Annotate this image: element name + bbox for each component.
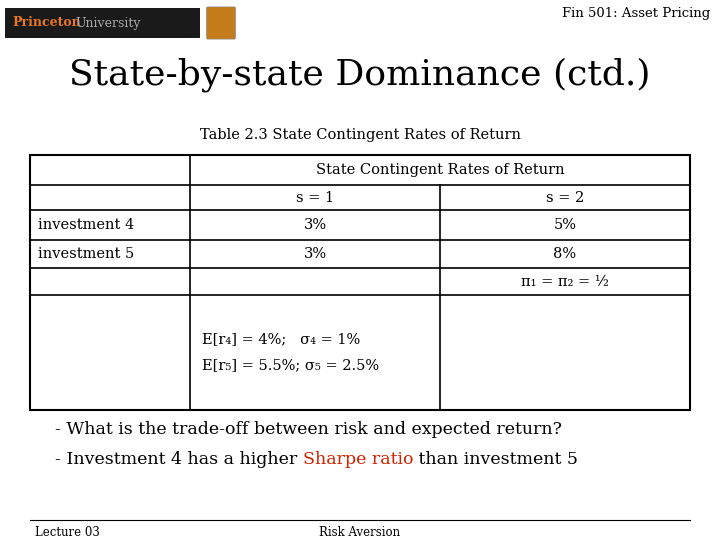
Text: investment 4: investment 4 — [38, 218, 134, 232]
Text: investment 5: investment 5 — [38, 247, 134, 261]
Text: 8%: 8% — [554, 247, 577, 261]
Text: State-by-state Dominance (ctd.): State-by-state Dominance (ctd.) — [69, 58, 651, 92]
Text: Fin 501: Asset Pricing: Fin 501: Asset Pricing — [562, 8, 710, 21]
Text: than investment 5: than investment 5 — [413, 451, 578, 469]
Text: Risk Aversion: Risk Aversion — [320, 525, 400, 538]
Text: s = 1: s = 1 — [296, 191, 334, 205]
Text: 3%: 3% — [303, 247, 327, 261]
Text: Table 2.3 State Contingent Rates of Return: Table 2.3 State Contingent Rates of Retu… — [199, 128, 521, 142]
Bar — [30, 155, 690, 410]
Text: State Contingent Rates of Return: State Contingent Rates of Return — [315, 163, 564, 177]
Text: - Investment 4 has a higher: - Investment 4 has a higher — [55, 451, 302, 469]
Text: π₁ = π₂ = ½: π₁ = π₂ = ½ — [521, 274, 609, 288]
Text: s = 2: s = 2 — [546, 191, 584, 205]
Text: Princeton: Princeton — [12, 17, 81, 30]
Text: 3%: 3% — [303, 218, 327, 232]
Text: E[r₄] = 4%;   σ₄ = 1%: E[r₄] = 4%; σ₄ = 1% — [202, 333, 360, 347]
Text: E[r₅] = 5.5%; σ₅ = 2.5%: E[r₅] = 5.5%; σ₅ = 2.5% — [202, 359, 379, 373]
Text: - What is the trade-off between risk and expected return?: - What is the trade-off between risk and… — [55, 422, 562, 438]
Text: Sharpe ratio: Sharpe ratio — [302, 451, 413, 469]
Bar — [5, 8, 200, 38]
FancyBboxPatch shape — [207, 7, 235, 39]
Text: Lecture 03: Lecture 03 — [35, 525, 100, 538]
Text: 5%: 5% — [554, 218, 577, 232]
Text: University: University — [75, 17, 140, 30]
